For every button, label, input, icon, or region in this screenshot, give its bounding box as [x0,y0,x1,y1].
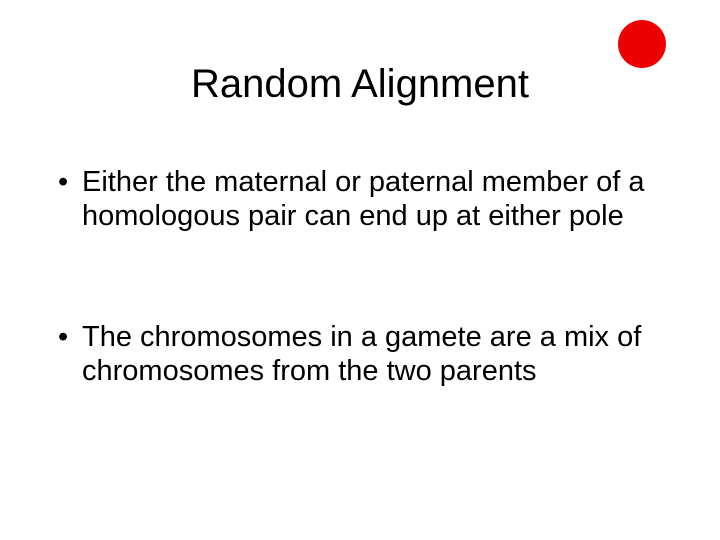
bullet-list: Either the maternal or paternal member o… [82,0,662,540]
bullet-item: Either the maternal or paternal member o… [82,165,662,233]
bullet-item: The chromosomes in a gamete are a mix of… [82,320,662,388]
